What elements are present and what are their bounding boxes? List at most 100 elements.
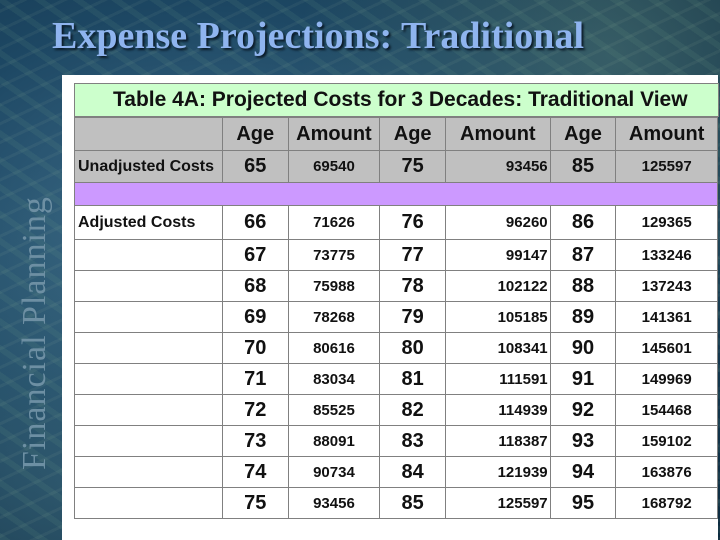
header-row: Age Amount Age Amount Age Amount [74,117,718,151]
age-cell: 93 [549,425,617,457]
table-row: Adjusted Costs 66 71626 76 96260 86 129365 [74,205,718,240]
header-cell: Age [549,117,617,151]
age-cell: 81 [379,363,446,395]
separator-cell [74,182,718,206]
age-cell: 83 [379,425,446,457]
amount-cell: 145601 [615,332,718,364]
amount-cell: 90734 [287,456,381,488]
age-cell: 85 [379,487,446,519]
amount-cell: 163876 [615,456,718,488]
amount-cell: 121939 [445,456,551,488]
age-cell: 74 [221,456,289,488]
table-row: 74 90734 84 121939 94 163876 [74,456,718,488]
amount-cell: 105185 [445,301,551,333]
age-cell: 70 [221,332,289,364]
age-cell: 92 [549,394,617,426]
table-row: 68 75988 78 102122 88 137243 [74,270,718,302]
amount-cell: 93456 [287,487,381,519]
amount-cell: 129365 [615,205,718,240]
table-row: 72 85525 82 114939 92 154468 [74,394,718,426]
header-cell: Age [221,117,289,151]
row-label [74,270,223,302]
row-label [74,456,223,488]
table-row: 67 73775 77 99147 87 133246 [74,239,718,271]
age-cell: 75 [221,487,289,519]
row-label [74,487,223,519]
amount-cell: 154468 [615,394,718,426]
projection-table: Age Amount Age Amount Age Amount Unadjus… [74,117,718,519]
adjusted-rows: Adjusted Costs 66 71626 76 96260 86 129365 67 73… [74,205,718,519]
amount-cell: 111591 [445,363,551,395]
row-label: Unadjusted Costs [74,150,223,183]
header-cell: Age [379,117,446,151]
amount-cell: 141361 [615,301,718,333]
amount-cell: 137243 [615,270,718,302]
row-label [74,425,223,457]
age-cell: 84 [379,456,446,488]
age-cell: 68 [221,270,289,302]
amount-cell: 159102 [615,425,718,457]
age-cell: 79 [379,301,446,333]
age-cell: 72 [221,394,289,426]
row-label [74,239,223,271]
amount-cell: 71626 [287,205,381,240]
table-row: 73 88091 83 118387 93 159102 [74,425,718,457]
amount-cell: 108341 [445,332,551,364]
age-cell: 69 [221,301,289,333]
row-label: Adjusted Costs [74,205,223,240]
amount-cell: 69540 [287,150,381,183]
amount-cell: 93456 [445,150,551,183]
age-cell: 86 [549,205,617,240]
amount-cell: 85525 [287,394,381,426]
amount-cell: 149969 [615,363,718,395]
age-cell: 91 [549,363,617,395]
table-row: 75 93456 85 125597 95 168792 [74,487,718,519]
slide-title: Expense Projections: Traditional [52,15,584,57]
amount-cell: 80616 [287,332,381,364]
separator-band [74,182,718,206]
header-cell: Amount [445,117,551,151]
table-title: Table 4A: Projected Costs for 3 Decades:… [74,83,719,117]
amount-cell: 83034 [287,363,381,395]
age-cell: 78 [379,270,446,302]
row-label [74,332,223,364]
age-cell: 82 [379,394,446,426]
age-cell: 90 [549,332,617,364]
amount-cell: 102122 [445,270,551,302]
table-panel: Table 4A: Projected Costs for 3 Decades:… [62,75,719,540]
amount-cell: 75988 [287,270,381,302]
row-label [74,394,223,426]
header-cell [74,117,223,151]
age-cell: 94 [549,456,617,488]
age-cell: 66 [221,205,289,240]
age-cell: 73 [221,425,289,457]
amount-cell: 125597 [615,150,718,183]
header-cell: Amount [287,117,381,151]
header-cell: Amount [615,117,718,151]
age-cell: 89 [549,301,617,333]
age-cell: 75 [379,150,446,183]
age-cell: 85 [549,150,617,183]
row-label [74,301,223,333]
amount-cell: 168792 [615,487,718,519]
amount-cell: 73775 [287,239,381,271]
table-row: 71 83034 81 111591 91 149969 [74,363,718,395]
table-row: 70 80616 80 108341 90 145601 [74,332,718,364]
amount-cell: 125597 [445,487,551,519]
age-cell: 71 [221,363,289,395]
side-label: Financial Planning [16,196,53,470]
age-cell: 76 [379,205,446,240]
amount-cell: 114939 [445,394,551,426]
age-cell: 87 [549,239,617,271]
amount-cell: 78268 [287,301,381,333]
age-cell: 67 [221,239,289,271]
age-cell: 80 [379,332,446,364]
age-cell: 65 [221,150,289,183]
age-cell: 88 [549,270,617,302]
unadjusted-row: Unadjusted Costs 65 69540 75 93456 85 12… [74,150,718,183]
age-cell: 95 [549,487,617,519]
amount-cell: 133246 [615,239,718,271]
amount-cell: 96260 [445,205,551,240]
row-label [74,363,223,395]
table-row: 69 78268 79 105185 89 141361 [74,301,718,333]
